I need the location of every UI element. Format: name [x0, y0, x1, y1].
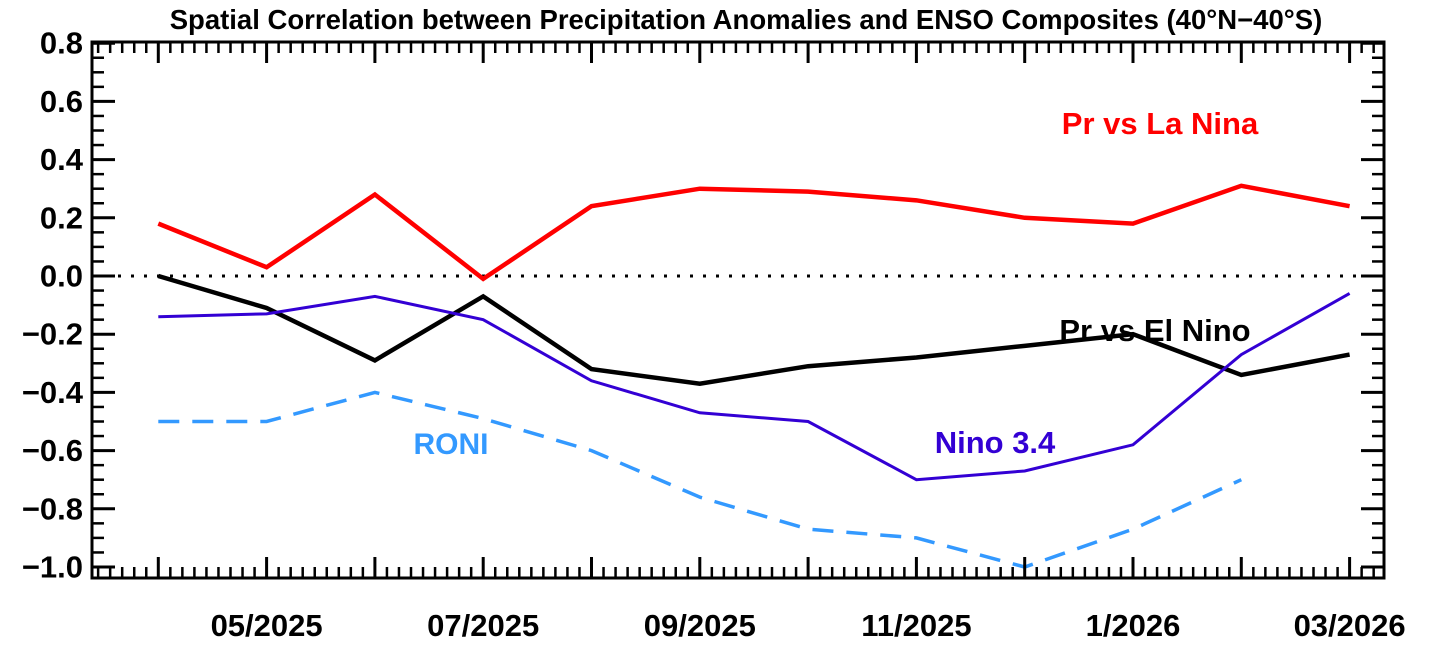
y-axis-tick-label: 0.6 — [40, 84, 83, 119]
chart-title: Spatial Correlation between Precipitatio… — [170, 4, 1323, 35]
series-line-pr-vs-el-nino — [157, 273, 1351, 386]
legend-label-roni: RONI — [414, 428, 489, 461]
legend-label-pr-vs-la-nina: Pr vs La Nina — [1062, 106, 1259, 141]
y-axis-tick-label: 0.2 — [40, 200, 83, 235]
x-axis-tick-label: 03/2026 — [1294, 608, 1406, 643]
y-axis-tick-label: 0.0 — [40, 259, 83, 294]
legend-label-nino-3-4: Nino 3.4 — [935, 425, 1056, 460]
x-axis-tick-label: 07/2025 — [427, 608, 539, 643]
x-axis-tick-label: 09/2025 — [644, 608, 756, 643]
y-axis-tick-label: 0.8 — [40, 26, 83, 61]
y-axis-tick-label: −0.4 — [22, 375, 84, 410]
series-line-pr-vs-la-nina — [157, 183, 1351, 282]
x-axis-tick-label: 05/2025 — [211, 608, 323, 643]
x-axis-tick-label: 11/2025 — [861, 608, 971, 643]
series-line-nino-3-4 — [158, 292, 1351, 482]
x-axis-tick-label: 1/2026 — [1086, 608, 1181, 643]
y-axis-tick-label: −1.0 — [22, 550, 83, 585]
series-line-roni — [158, 390, 1243, 569]
y-axis-tick-label: −0.2 — [22, 317, 83, 352]
plot-border — [90, 40, 1386, 580]
y-axis-tick-label: 0.4 — [40, 142, 84, 177]
legend-label-pr-vs-el-nino: Pr vs El Nino — [1059, 313, 1250, 348]
y-axis-tick-label: −0.6 — [22, 433, 83, 468]
y-axis-tick-label: −0.8 — [22, 491, 83, 526]
